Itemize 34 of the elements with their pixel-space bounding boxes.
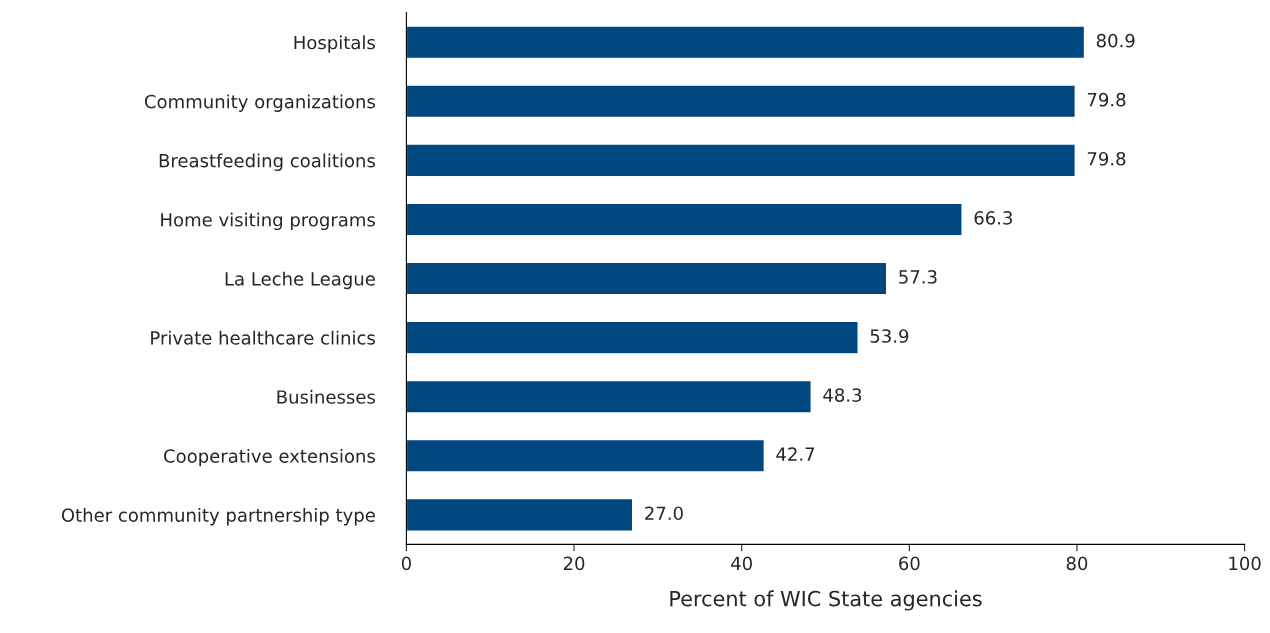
data-label: 57.3 bbox=[899, 270, 937, 284]
data-label: 27.0 bbox=[645, 506, 683, 521]
bar bbox=[406, 202, 963, 237]
data-label: 80.9 bbox=[1096, 33, 1135, 48]
data-label: 66.3 bbox=[974, 211, 1012, 225]
x-tick-label: 40 bbox=[731, 556, 752, 571]
data-label: 42.7 bbox=[776, 447, 815, 461]
x-tick-label: 80 bbox=[1066, 556, 1088, 571]
y-tick-label: Other community partnership type bbox=[61, 507, 375, 526]
bar bbox=[406, 320, 859, 355]
bar bbox=[406, 497, 634, 532]
data-label: 48.3 bbox=[823, 388, 862, 402]
x-tick-label: 20 bbox=[563, 556, 585, 571]
x-tick-label: 0 bbox=[401, 556, 411, 571]
x-tick-label: 100 bbox=[1229, 556, 1261, 571]
y-tick-label: Community organizations bbox=[144, 94, 375, 112]
y-tick-label: Private healthcare clinics bbox=[151, 330, 375, 345]
bar bbox=[406, 438, 766, 473]
y-tick-label: Businesses bbox=[277, 389, 375, 404]
x-axis-title: Percent of WIC State agencies bbox=[670, 590, 982, 611]
y-tick-label: Cooperative extensions bbox=[164, 448, 375, 467]
bar bbox=[406, 143, 1076, 178]
y-tick-label: Home visiting programs bbox=[161, 212, 375, 231]
bar bbox=[406, 25, 1086, 60]
data-label: 79.8 bbox=[1087, 151, 1126, 166]
y-tick-label: Breastfeeding coalitions bbox=[159, 153, 375, 171]
y-tick-label: Hospitals bbox=[294, 35, 375, 53]
bar bbox=[406, 84, 1076, 119]
x-tick-label: 60 bbox=[899, 556, 920, 571]
bar bbox=[406, 379, 812, 414]
data-label: 79.8 bbox=[1087, 92, 1126, 107]
data-label: 53.9 bbox=[870, 329, 909, 343]
y-tick-label: La Leche League bbox=[225, 271, 375, 290]
bar bbox=[406, 261, 888, 296]
